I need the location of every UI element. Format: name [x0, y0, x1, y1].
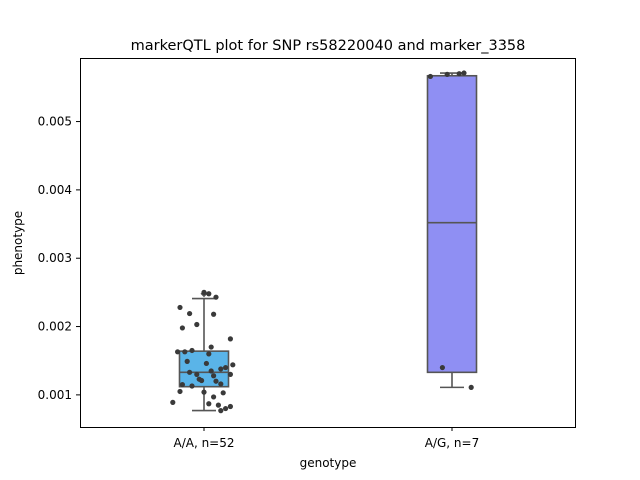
axes: 0.001 0.002 0.003 0.004 0.005 A/A, n=52 A/G, n… [38, 115, 480, 450]
data-point [194, 371, 200, 377]
data-point [206, 351, 212, 357]
data-point [170, 399, 176, 405]
data-point [184, 358, 190, 364]
x-tick-label: A/A, n=52 [173, 436, 234, 450]
data-point [439, 364, 445, 371]
data-point [427, 73, 433, 80]
data-point [182, 349, 188, 355]
chart-title: markerQTL plot for SNP rs58220040 and ma… [131, 38, 526, 54]
box-group [170, 289, 236, 414]
data-point [213, 378, 219, 384]
data-point [213, 294, 219, 300]
data-point [179, 382, 185, 388]
data-point [215, 402, 221, 408]
data-point [199, 377, 205, 384]
data-point [206, 291, 212, 297]
data-point [208, 368, 214, 374]
data-point [461, 70, 467, 76]
data-point [218, 408, 224, 414]
y-tick-label: 0.002 [38, 320, 72, 334]
x-tick-label: A/G, n=7 [425, 436, 479, 450]
data-point [211, 373, 217, 379]
data-point [208, 344, 214, 350]
data-point [189, 383, 195, 389]
data-point [218, 381, 224, 387]
y-tick-label: 0.003 [38, 251, 72, 265]
data-point [187, 310, 193, 317]
data-point [456, 71, 462, 77]
plot-area [170, 70, 478, 414]
data-point [187, 369, 193, 375]
data-point [223, 405, 229, 412]
axes-frame [80, 58, 576, 428]
data-point [227, 403, 233, 410]
box-group [426, 70, 478, 390]
data-point [218, 366, 224, 372]
data-point [201, 289, 207, 295]
data-point [201, 389, 207, 395]
y-tick-label: 0.005 [38, 115, 72, 129]
data-point [203, 360, 209, 367]
data-point [179, 325, 185, 331]
y-tick-label: 0.004 [38, 183, 72, 197]
data-point [177, 388, 183, 395]
data-point [194, 321, 200, 328]
x-axis-label: genotype [300, 456, 357, 470]
data-point [189, 347, 195, 354]
data-point [211, 311, 217, 317]
y-tick-label: 0.001 [38, 388, 72, 402]
data-point [220, 390, 226, 396]
data-point [468, 384, 474, 390]
data-point [444, 71, 450, 77]
data-point [223, 364, 229, 371]
box-body [426, 74, 478, 374]
y-axis-label: phenotype [11, 211, 25, 275]
data-point [206, 401, 212, 407]
data-point [227, 336, 233, 342]
data-point [230, 362, 236, 368]
data-point [175, 349, 181, 355]
data-point [177, 304, 183, 311]
data-point [227, 371, 233, 377]
data-point [211, 394, 217, 400]
